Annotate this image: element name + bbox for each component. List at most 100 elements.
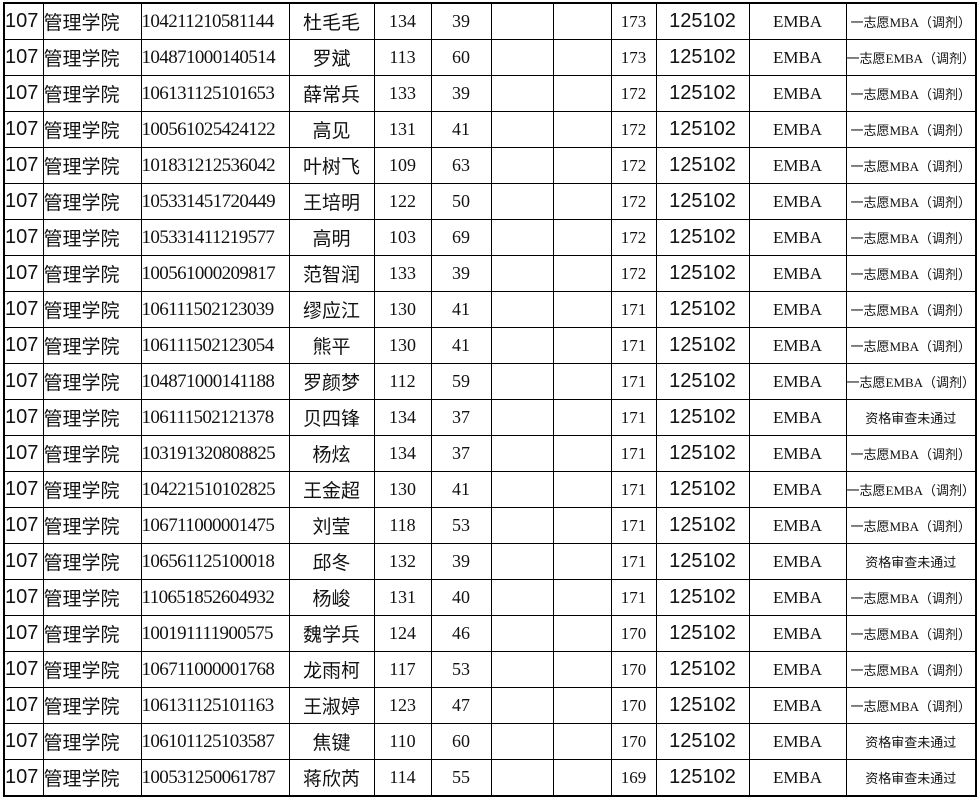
cell-total-score: 172 — [610, 147, 657, 184]
cell-blank-2 — [552, 759, 612, 797]
cell-score-1: 134 — [373, 2, 432, 40]
table-row: 107 管理学院 106111502121378 贝四锋 134 37 171 … — [3, 399, 977, 436]
cell-total-score: 171 — [610, 435, 657, 472]
cell-program-name: EMBA — [748, 507, 847, 544]
cell-remark: 资格审查未通过 — [845, 759, 977, 797]
cell-score-2: 53 — [430, 507, 492, 544]
cell-program-name: EMBA — [748, 399, 847, 436]
cell-score-2: 63 — [430, 147, 492, 184]
cell-total-score: 172 — [610, 183, 657, 220]
cell-dept-name: 管理学院 — [42, 291, 142, 328]
cell-score-1: 134 — [373, 435, 432, 472]
cell-program-name: EMBA — [748, 255, 847, 292]
cell-blank-1 — [490, 435, 554, 472]
cell-candidate-name: 罗斌 — [288, 39, 375, 76]
cell-total-score: 171 — [610, 471, 657, 508]
cell-dept-name: 管理学院 — [42, 507, 142, 544]
cell-candidate-id: 106131125101653 — [140, 75, 290, 112]
table-row: 107 管理学院 100561025424122 高见 131 41 172 1… — [3, 111, 977, 148]
table-row: 107 管理学院 104871000140514 罗斌 113 60 173 1… — [3, 39, 977, 76]
cell-dept-name: 管理学院 — [42, 183, 142, 220]
cell-total-score: 170 — [610, 687, 657, 724]
cell-candidate-name: 王金超 — [288, 471, 375, 508]
cell-dept-name: 管理学院 — [42, 759, 142, 797]
spreadsheet-page: 107 管理学院 104211210581144 杜毛毛 134 39 173 … — [3, 2, 977, 797]
cell-dept-name: 管理学院 — [42, 687, 142, 724]
cell-candidate-id: 104211210581144 — [140, 2, 290, 40]
cell-program-code: 125102 — [655, 39, 750, 76]
cell-score-2: 41 — [430, 327, 492, 364]
cell-candidate-id: 106711000001475 — [140, 507, 290, 544]
cell-blank-2 — [552, 39, 612, 76]
cell-total-score: 172 — [610, 75, 657, 112]
cell-score-2: 59 — [430, 363, 492, 400]
cell-remark: 一志愿MBA（调剂） — [845, 111, 977, 148]
cell-blank-1 — [490, 255, 554, 292]
cell-blank-2 — [552, 291, 612, 328]
cell-program-name: EMBA — [748, 219, 847, 256]
cell-candidate-id: 101831212536042 — [140, 147, 290, 184]
cell-program-name: EMBA — [748, 471, 847, 508]
cell-blank-2 — [552, 75, 612, 112]
cell-remark: 资格审查未通过 — [845, 543, 977, 580]
cell-candidate-name: 叶树飞 — [288, 147, 375, 184]
table-row: 107 管理学院 106131125101653 薛常兵 133 39 172 … — [3, 75, 977, 112]
table-body: 107 管理学院 104211210581144 杜毛毛 134 39 173 … — [3, 2, 977, 797]
cell-score-2: 46 — [430, 615, 492, 652]
cell-remark: 一志愿MBA（调剂） — [845, 291, 977, 328]
cell-score-1: 118 — [373, 507, 432, 544]
cell-candidate-id: 106111502123039 — [140, 291, 290, 328]
cell-dept-code: 107 — [3, 75, 44, 112]
cell-total-score: 172 — [610, 111, 657, 148]
cell-dept-name: 管理学院 — [42, 363, 142, 400]
cell-program-name: EMBA — [748, 615, 847, 652]
cell-score-2: 39 — [430, 2, 492, 40]
cell-dept-code: 107 — [3, 579, 44, 616]
cell-score-2: 41 — [430, 111, 492, 148]
table-row: 107 管理学院 106101125103587 焦键 110 60 170 1… — [3, 723, 977, 760]
cell-blank-1 — [490, 75, 554, 112]
cell-program-name: EMBA — [748, 363, 847, 400]
table-row: 107 管理学院 105331411219577 高明 103 69 172 1… — [3, 219, 977, 256]
cell-dept-code: 107 — [3, 651, 44, 688]
cell-blank-1 — [490, 39, 554, 76]
cell-blank-1 — [490, 111, 554, 148]
cell-blank-2 — [552, 183, 612, 220]
cell-total-score: 170 — [610, 615, 657, 652]
table-row: 107 管理学院 106711000001475 刘莹 118 53 171 1… — [3, 507, 977, 544]
table-row: 107 管理学院 100561000209817 范智润 133 39 172 … — [3, 255, 977, 292]
cell-dept-name: 管理学院 — [42, 39, 142, 76]
cell-blank-2 — [552, 399, 612, 436]
cell-remark: 一志愿EMBA（调剂） — [845, 471, 977, 508]
table-row: 107 管理学院 104211210581144 杜毛毛 134 39 173 … — [3, 2, 977, 40]
cell-candidate-id: 106711000001768 — [140, 651, 290, 688]
cell-score-1: 122 — [373, 183, 432, 220]
cell-candidate-id: 106101125103587 — [140, 723, 290, 760]
cell-program-code: 125102 — [655, 507, 750, 544]
cell-dept-name: 管理学院 — [42, 111, 142, 148]
cell-candidate-name: 杨炫 — [288, 435, 375, 472]
cell-program-name: EMBA — [748, 147, 847, 184]
cell-score-2: 41 — [430, 291, 492, 328]
cell-blank-1 — [490, 543, 554, 580]
cell-program-code: 125102 — [655, 687, 750, 724]
cell-score-2: 60 — [430, 39, 492, 76]
cell-score-2: 37 — [430, 399, 492, 436]
cell-score-1: 133 — [373, 255, 432, 292]
cell-program-name: EMBA — [748, 687, 847, 724]
cell-dept-code: 107 — [3, 255, 44, 292]
cell-blank-2 — [552, 219, 612, 256]
cell-dept-code: 107 — [3, 399, 44, 436]
cell-dept-code: 107 — [3, 363, 44, 400]
cell-blank-2 — [552, 147, 612, 184]
cell-total-score: 171 — [610, 543, 657, 580]
cell-remark: 一志愿MBA（调剂） — [845, 2, 977, 40]
cell-candidate-name: 刘莹 — [288, 507, 375, 544]
cell-score-2: 55 — [430, 759, 492, 797]
cell-score-2: 60 — [430, 723, 492, 760]
cell-blank-1 — [490, 759, 554, 797]
cell-dept-code: 107 — [3, 723, 44, 760]
cell-total-score: 170 — [610, 651, 657, 688]
cell-score-2: 47 — [430, 687, 492, 724]
cell-blank-1 — [490, 147, 554, 184]
